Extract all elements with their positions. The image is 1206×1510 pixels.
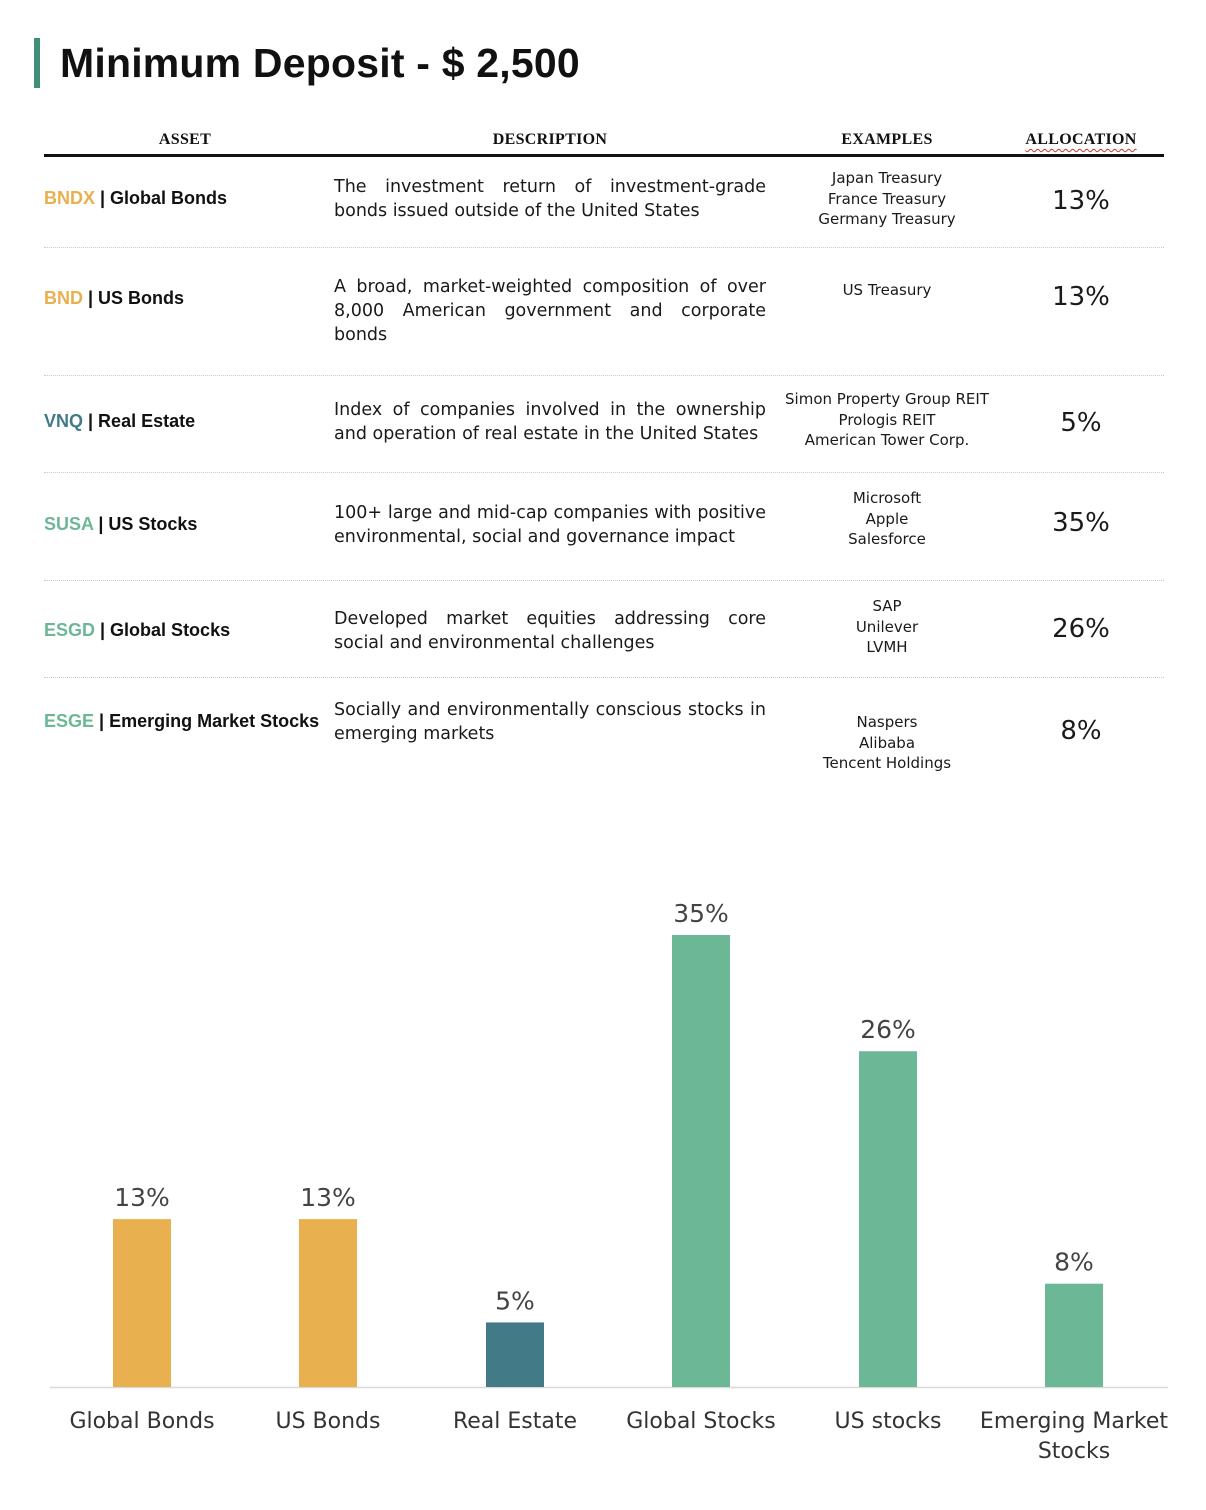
asset-cell: ESGD | Global Stocks	[44, 620, 230, 641]
example-item: Salesforce	[848, 530, 926, 548]
example-item: Tencent Holdings	[822, 754, 952, 772]
asset-cell: SUSA | US Stocks	[44, 514, 197, 535]
bar-us-bonds	[299, 1219, 357, 1387]
column-header-examples: EXAMPLES	[841, 131, 933, 148]
asset-name: | Emerging Market Stocks	[94, 711, 320, 731]
column-header-description: DESCRIPTION	[492, 131, 608, 148]
allocation-table: ASSET DESCRIPTION EXAMPLES ALLOCATION BN…	[44, 128, 1164, 772]
page-header: Minimum Deposit - $ 2,500	[34, 38, 580, 88]
bar-emerging-market-stocks	[1045, 1283, 1103, 1387]
bar-real-estate	[486, 1322, 544, 1387]
column-header-allocation: ALLOCATION	[1025, 131, 1137, 148]
asset-ticker: ESGE	[44, 711, 95, 731]
asset-name: | US Stocks	[93, 514, 198, 534]
page-title: Minimum Deposit - $ 2,500	[60, 39, 580, 86]
asset-cell: ESGE | Emerging Market Stocks	[44, 711, 319, 732]
data-label: 5%	[495, 1286, 535, 1315]
example-item: Naspers	[856, 713, 918, 731]
chart-canvas: 13% Global Bonds 13% US Bonds 5% Real Estate 3…	[50, 899, 1169, 1464]
asset-examples: Simon Property Group REIT Prologis REIT Am…	[776, 389, 998, 451]
asset-ticker: BND	[44, 288, 83, 308]
x-tick-label: US Bonds	[276, 1409, 381, 1434]
x-tick-label: US stocks	[835, 1409, 942, 1434]
asset-ticker: ESGD	[44, 620, 96, 640]
asset-name: | Real Estate	[83, 411, 196, 431]
title-accent-bar	[34, 38, 40, 88]
asset-examples: US Treasury	[776, 280, 998, 301]
asset-cell: BND | US Bonds	[44, 288, 184, 309]
asset-description: Socially and environmentally conscious s…	[334, 700, 766, 744]
data-label: 13%	[300, 1183, 356, 1212]
example-item: Simon Property Group REIT	[785, 390, 989, 408]
table-row: VNQ | Real Estate Index of companies invo…	[44, 376, 1164, 473]
bar-global-bonds	[113, 1219, 171, 1387]
asset-ticker: SUSA	[44, 514, 94, 534]
bar-us-stocks	[859, 1051, 917, 1387]
example-item: SAP	[872, 597, 902, 615]
asset-examples: SAP Unilever LVMH	[776, 596, 998, 658]
example-item: Unilever	[855, 617, 919, 636]
table-row: ESGD | Global Stocks Developed market equ…	[44, 581, 1164, 678]
asset-description: 100+ large and mid-cap companies with po…	[334, 503, 766, 547]
example-item: Japan Treasury	[831, 169, 943, 187]
asset-allocation: 26%	[1052, 614, 1110, 644]
column-header-asset: ASSET	[158, 131, 212, 148]
x-tick-label: Global Bonds	[69, 1409, 214, 1434]
table-header: ASSET DESCRIPTION EXAMPLES ALLOCATION	[44, 128, 1164, 157]
data-label: 35%	[673, 899, 729, 928]
example-item: LVMH	[866, 638, 908, 656]
example-item: Alibaba	[858, 733, 916, 752]
example-item: Microsoft	[852, 489, 922, 507]
asset-name: | Global Stocks	[95, 620, 231, 640]
asset-description: Developed market equities addressing cor…	[334, 609, 766, 653]
asset-cell: BNDX | Global Bonds	[44, 188, 227, 209]
table-row: ESGE | Emerging Market Stocks Socially an…	[44, 678, 1164, 788]
asset-allocation: 5%	[1060, 408, 1102, 438]
data-label: 13%	[114, 1183, 170, 1212]
data-label: 26%	[860, 1015, 916, 1044]
asset-examples: Naspers Alibaba Tencent Holdings	[776, 712, 998, 774]
table-row: BNDX | Global Bonds The investment return…	[44, 160, 1164, 248]
asset-allocation: 13%	[1052, 282, 1110, 312]
asset-allocation: 13%	[1052, 186, 1110, 216]
x-tick-label: Emerging Market Stocks	[980, 1409, 1169, 1464]
x-tick-label: Global Stocks	[626, 1409, 776, 1434]
table-row: BND | US Bonds A broad, market-weighted c…	[44, 248, 1164, 376]
bar-global-stocks	[672, 935, 730, 1387]
x-tick-label: Real Estate	[453, 1409, 577, 1434]
asset-examples: Japan Treasury France Treasury Germany Tre…	[776, 168, 998, 230]
data-label: 8%	[1054, 1248, 1094, 1277]
example-item: Apple	[865, 509, 909, 528]
asset-allocation: 35%	[1052, 508, 1110, 538]
example-item: Germany Treasury	[818, 210, 956, 228]
asset-description: Index of companies involved in the owner…	[334, 400, 766, 444]
allocation-bar-chart: 13% Global Bonds 13% US Bonds 5% Real Estate 3…	[0, 870, 1206, 1490]
asset-ticker: BNDX	[44, 188, 96, 208]
example-item: France Treasury	[827, 189, 947, 208]
asset-description: The investment return of investment-grad…	[334, 177, 766, 221]
asset-ticker: VNQ	[44, 411, 84, 431]
asset-name: | US Bonds	[83, 288, 185, 308]
example-item: Prologis REIT	[838, 410, 936, 429]
asset-description: A broad, market-weighted composition of …	[334, 277, 766, 345]
example-item: American Tower Corp.	[804, 431, 970, 449]
asset-name: | Global Bonds	[95, 188, 228, 208]
asset-examples: Microsoft Apple Salesforce	[776, 488, 998, 550]
asset-cell: VNQ | Real Estate	[44, 411, 195, 432]
asset-allocation: 8%	[1060, 716, 1102, 746]
table-row: SUSA | US Stocks 100+ large and mid-cap c…	[44, 473, 1164, 581]
example-item: US Treasury	[842, 281, 932, 299]
